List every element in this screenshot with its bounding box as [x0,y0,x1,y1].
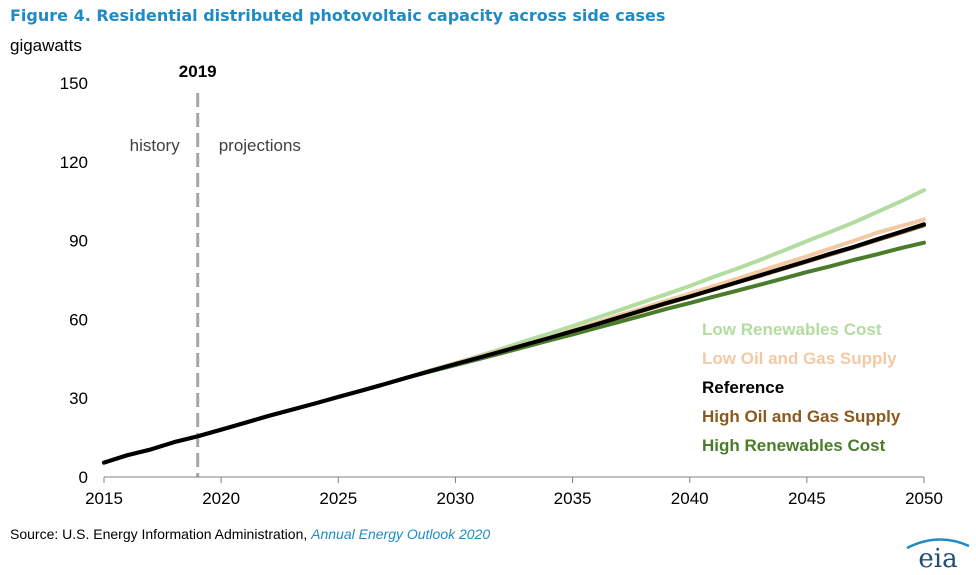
annotation-layer: 2019 history projections [130,62,301,477]
logo-arc [906,538,970,550]
legend-label: High Renewables Cost [702,436,886,455]
y-tick-label: 60 [69,310,88,329]
x-tick-label: 2030 [437,489,475,508]
legend-label: Reference [702,378,784,397]
history-label: history [130,136,181,155]
legend-label: High Oil and Gas Supply [702,407,901,426]
x-tick-label: 2035 [554,489,592,508]
projections-label: projections [219,136,301,155]
eia-logo: eia [906,538,970,572]
axes: 2015 2020 2025 2030 2035 2040 2045 2050 0 30 60 90 1… [60,74,943,508]
x-tick-label: 2020 [202,489,240,508]
series-layer [102,188,926,465]
x-tick-label: 2025 [319,489,357,508]
x-tick-label: 2015 [85,489,123,508]
divider-year-label: 2019 [179,62,217,81]
y-tick-label: 150 [60,74,88,93]
source-note: Source: U.S. Energy Information Administ… [10,526,490,542]
logo-text: eia [918,544,957,572]
y-axis-unit-label: gigawatts [10,36,82,55]
source-publication: Annual Energy Outlook 2020 [311,526,491,542]
series-line-reference [102,222,926,465]
x-tick-label: 2050 [905,489,943,508]
y-tick-label: 30 [69,389,88,408]
y-tick-label: 0 [79,468,88,487]
legend-label: Low Oil and Gas Supply [702,349,897,368]
legend-label: Low Renewables Cost [702,320,882,339]
legend: Low Renewables Cost Low Oil and Gas Suppl… [702,320,901,455]
source-prefix: Source: U.S. Energy Information Administ… [10,526,312,542]
y-tick-label: 90 [69,232,88,251]
chart-title: Figure 4. Residential distributed photov… [10,6,666,25]
x-tick-label: 2040 [671,489,709,508]
x-tick-label: 2045 [788,489,826,508]
y-tick-label: 120 [60,153,88,172]
